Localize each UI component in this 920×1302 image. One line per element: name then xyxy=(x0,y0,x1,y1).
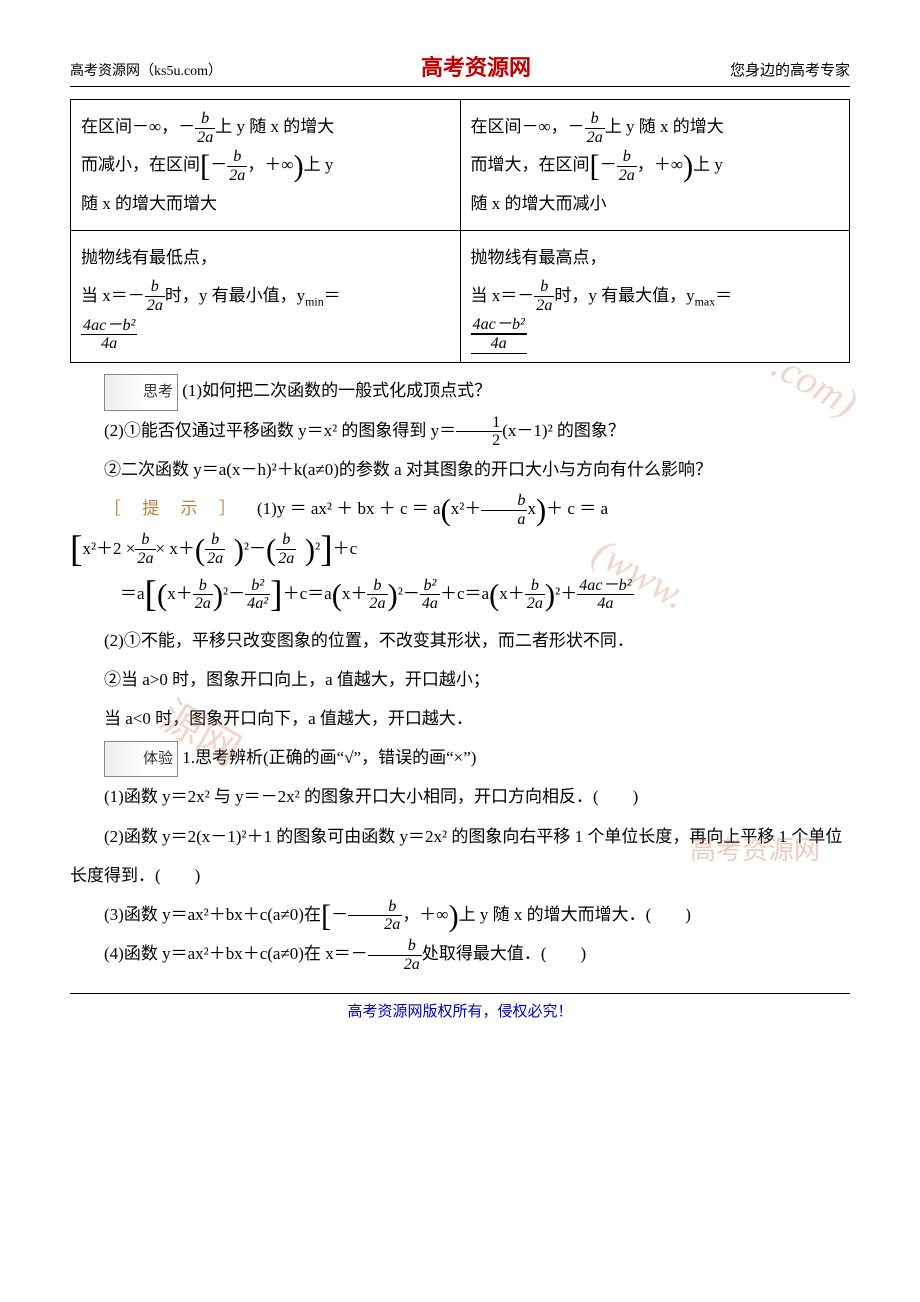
answer-2-2b: 当 a<0 时，图象开口向下，a 值越大，开口越大． xyxy=(70,699,850,738)
judge-3: (3)函数 y＝ax²＋bx＋c(a≠0)在[－b2a，＋∞)上 y 随 x 的… xyxy=(70,895,850,934)
tishi-label: ［ 提 示 ］ xyxy=(104,499,244,518)
tiyan-line: 体验 1.思考辨析(正确的画“√”，错误的画“×”) xyxy=(70,738,850,778)
header-center: 高考资源网 xyxy=(421,50,531,82)
page: .com) (www. 源网 高考资源网 高考资源网（ks5u.com） 高考资… xyxy=(0,0,920,1051)
judge-2: (2)函数 y＝2(x－1)²＋1 的图象可由函数 y＝2x² 的图象向右平移 … xyxy=(70,817,850,895)
judge-1: (1)函数 y＝2x² 与 y＝－2x² 的图象开口大小相同，开口方向相反．( … xyxy=(70,777,850,816)
table-row: 在区间－∞，－b2a上 y 随 x 的增大 而减小，在区间[－b2a，＋∞)上 … xyxy=(71,100,850,231)
cell-a-gt-0-extreme: 抛物线有最低点， 当 x＝－b2a时，y 有最小值，ymin＝ 4ac－b²4a xyxy=(71,231,461,363)
header-right: 您身边的高考专家 xyxy=(730,59,850,80)
table-row: 抛物线有最低点， 当 x＝－b2a时，y 有最小值，ymin＝ 4ac－b²4a… xyxy=(71,231,850,363)
answer-2-1: (2)①不能，平移只改变图象的位置，不改变其形状，而二者形状不同． xyxy=(70,621,850,660)
page-header: 高考资源网（ks5u.com） 高考资源网 您身边的高考专家 xyxy=(70,50,850,87)
judge-4: (4)函数 y＝ax²＋bx＋c(a≠0)在 x＝－b2a处取得最大值．( ) xyxy=(70,934,850,973)
sikao-line-1: 思考 (1)如何把二次函数的一般式化成顶点式？ xyxy=(70,371,850,411)
equation-line-2: [x²＋2 ×b2a× x＋(b2a )²－(b2a )²]＋c xyxy=(70,529,850,568)
cell-a-gt-0-monotone: 在区间－∞，－b2a上 y 随 x 的增大 而减小，在区间[－b2a，＋∞)上 … xyxy=(71,100,461,231)
question-2-2: ②二次函数 y＝a(x－h)²＋k(a≠0)的参数 a 对其图象的开口大小与方向… xyxy=(70,450,850,489)
sikao-label: 思考 xyxy=(104,374,178,411)
tiyan-label: 体验 xyxy=(104,741,178,778)
cell-a-lt-0-extreme: 抛物线有最高点， 当 x＝－b2a时，y 有最大值，ymax＝ 4ac－b²4a xyxy=(460,231,850,363)
answer-2-2a: ②当 a>0 时，图象开口向上，a 值越大，开口越小； xyxy=(70,660,850,699)
tishi-line-1: ［ 提 示 ］ (1)y ＝ ax² ＋ bx ＋ c ＝ a(x²＋bax)＋… xyxy=(70,489,850,528)
page-footer: 高考资源网版权所有，侵权必究！ xyxy=(70,993,850,1021)
equation-line-3: ＝a[(x＋b2a)²－b²4a²]＋c＝a(x＋b2a)²－b²4a＋c＝a(… xyxy=(120,574,850,615)
cell-a-lt-0-monotone: 在区间－∞，－b2a上 y 随 x 的增大 而增大，在区间[－b2a，＋∞)上 … xyxy=(460,100,850,231)
header-left: 高考资源网（ks5u.com） xyxy=(70,60,222,80)
question-2-1: (2)①能否仅通过平移函数 y＝x² 的图象得到 y＝12(x－1)² 的图象？ xyxy=(70,411,850,450)
properties-table: 在区间－∞，－b2a上 y 随 x 的增大 而减小，在区间[－b2a，＋∞)上 … xyxy=(70,99,850,363)
